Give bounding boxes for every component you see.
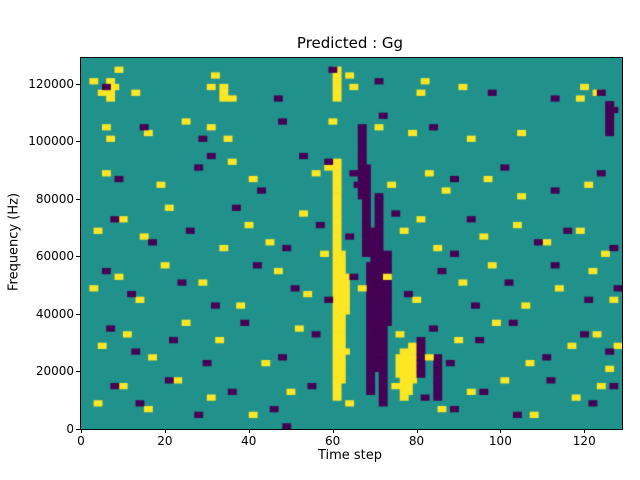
x-tick-mark — [584, 429, 586, 433]
x-tick-mark — [416, 429, 418, 433]
plot-area — [80, 57, 623, 430]
y-axis-label: Frequency (Hz) — [6, 192, 22, 292]
y-tick-label: 60000 — [35, 249, 74, 264]
x-tick-label: 120 — [572, 434, 596, 448]
x-tick-mark — [332, 429, 334, 433]
y-tick-mark — [76, 256, 80, 258]
x-tick-label: 40 — [241, 434, 257, 448]
heatmap-canvas — [81, 58, 622, 429]
x-tick-mark — [248, 429, 250, 433]
x-tick-label: 20 — [157, 434, 173, 448]
y-tick-label: 120000 — [28, 76, 74, 91]
x-tick-mark — [164, 429, 166, 433]
x-tick-label: 100 — [488, 434, 512, 448]
y-tick-label: 40000 — [35, 306, 74, 321]
y-tick-mark — [76, 83, 80, 85]
y-tick-label: 100000 — [28, 134, 74, 149]
y-tick-mark — [76, 198, 80, 200]
y-tick-mark — [76, 371, 80, 373]
x-tick-mark — [81, 429, 82, 433]
y-tick-mark — [76, 141, 80, 143]
x-tick-label: 0 — [77, 434, 85, 448]
x-tick-mark — [500, 429, 502, 433]
chart-title: Predicted : Gg — [296, 34, 404, 52]
x-tick-label: 60 — [324, 434, 341, 448]
y-tick-label: 20000 — [35, 364, 74, 379]
x-tick-label: 80 — [408, 434, 425, 448]
y-tick-mark — [76, 429, 80, 430]
x-axis-label: Time step — [317, 448, 383, 463]
y-tick-mark — [76, 313, 80, 315]
y-tick-label: 80000 — [35, 191, 74, 206]
y-tick-label: 0 — [66, 422, 74, 436]
